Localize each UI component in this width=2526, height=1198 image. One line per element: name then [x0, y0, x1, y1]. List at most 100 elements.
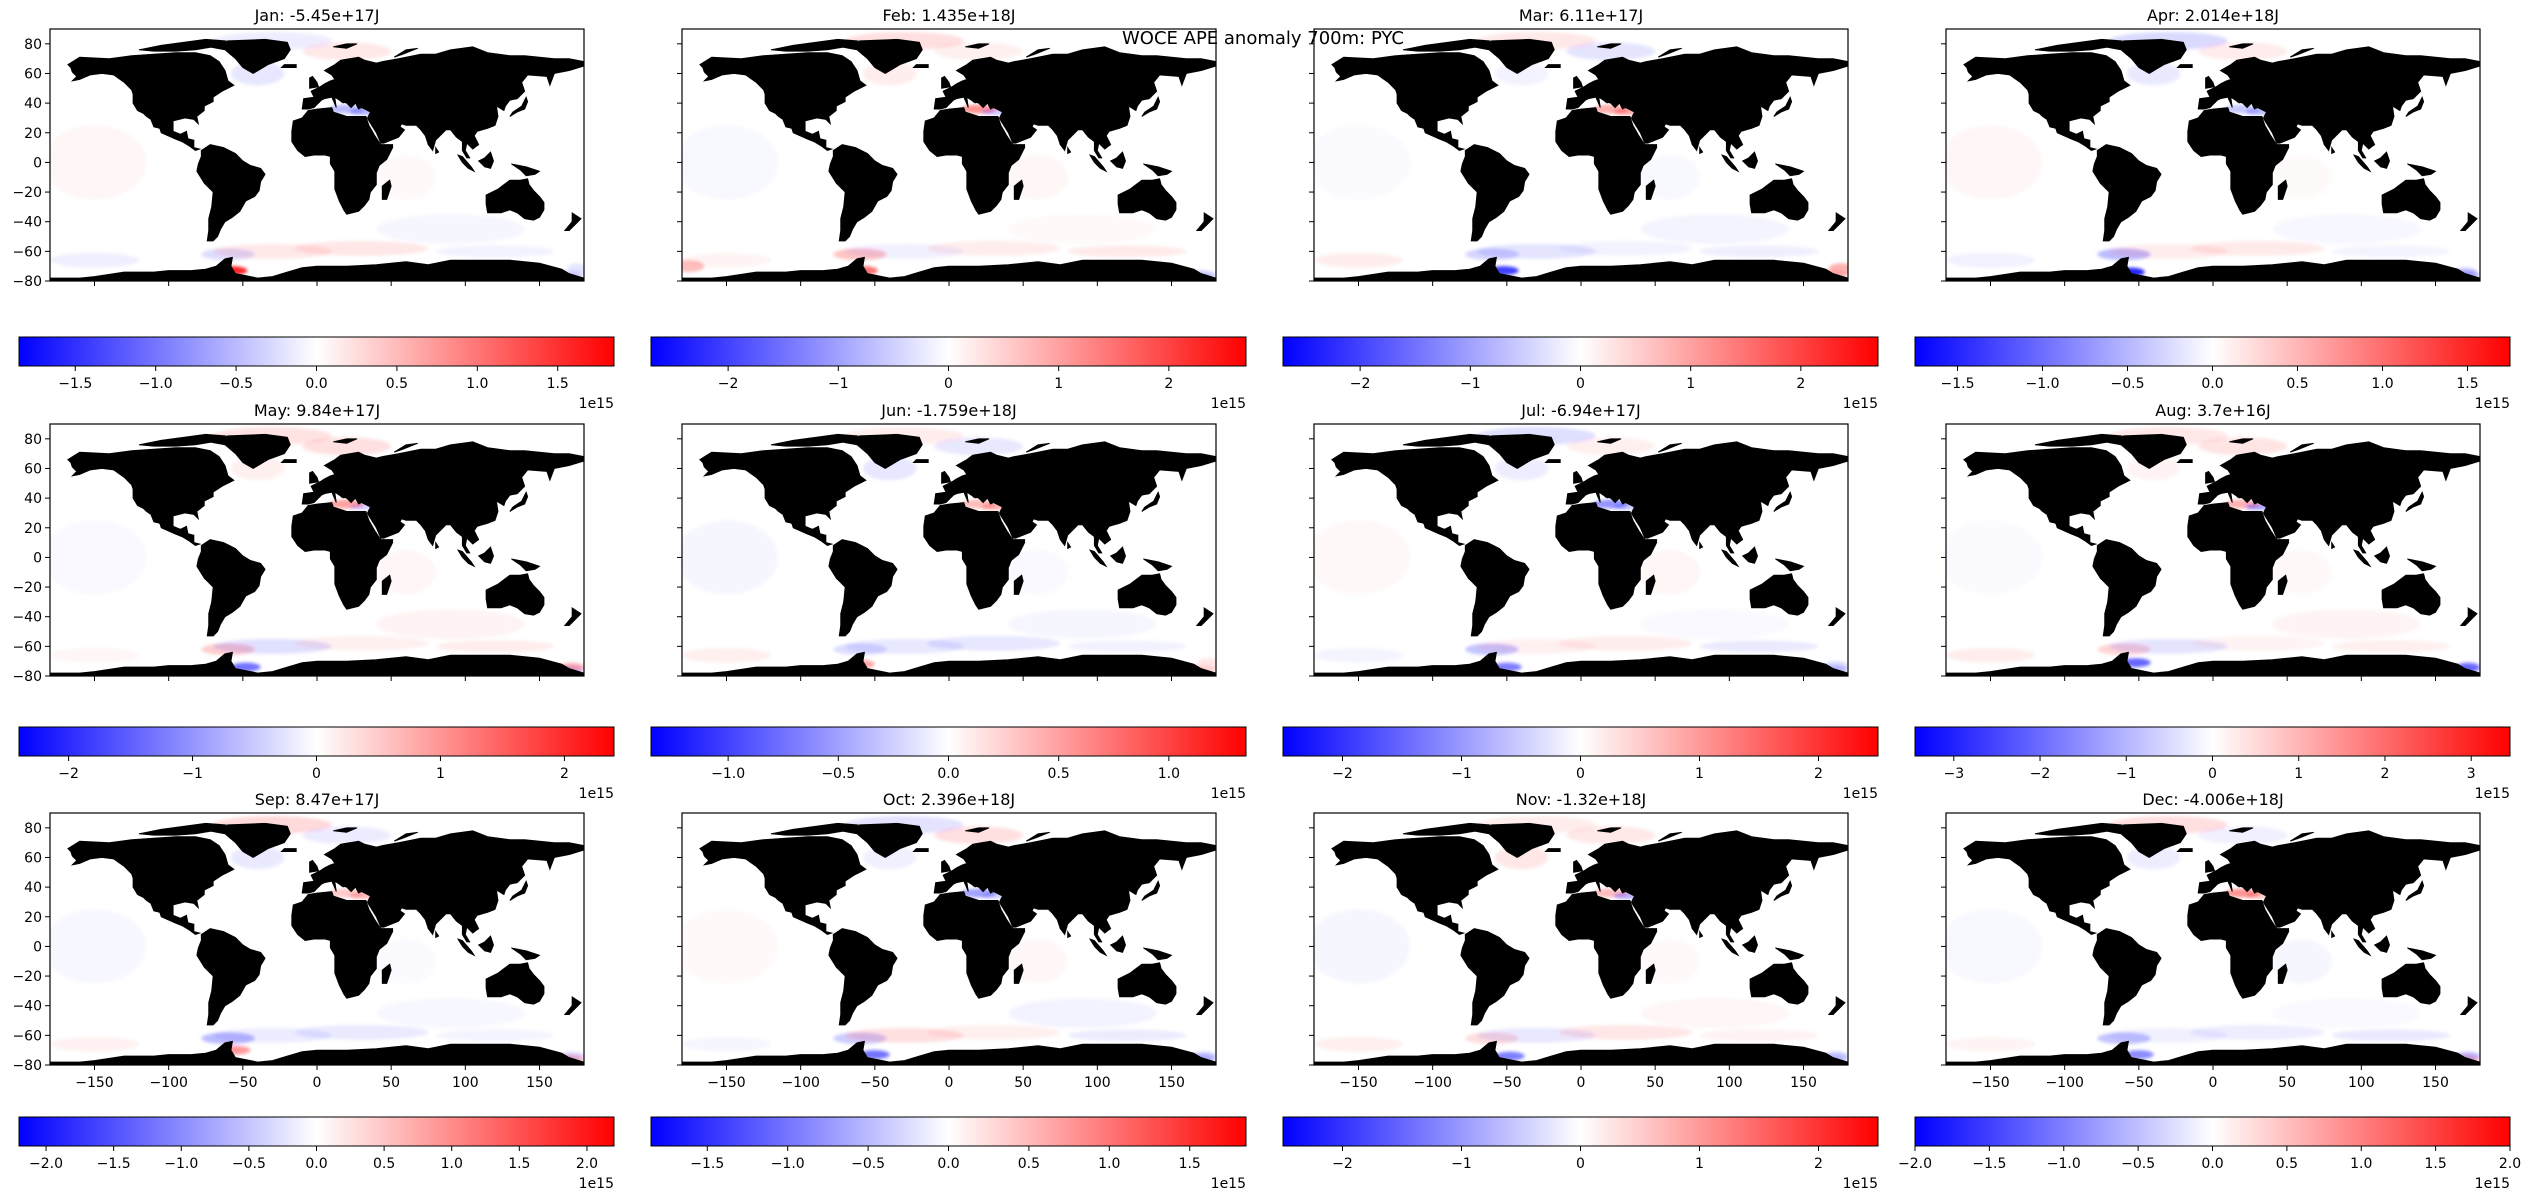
positive-anomaly — [926, 240, 1061, 256]
colorbar-tick-label: 0.5 — [2286, 376, 2308, 392]
x-tick-label: 0 — [945, 1075, 954, 1091]
anomaly-field — [43, 426, 584, 675]
colorbar-offset-label: 1e15 — [2475, 1176, 2510, 1192]
x-axis: −150 −100 −50 0 50 100 150 — [75, 1065, 553, 1091]
colorbar: −2.0 −1.5 −1.0 −0.5 0.0 0.5 1.0 1.5 2.0 1e15 — [18, 1116, 615, 1192]
negative-anomaly — [376, 214, 524, 244]
y-tick-label: −80 — [12, 274, 42, 290]
positive-anomaly — [1067, 245, 1187, 258]
x-tick-label: 100 — [2348, 1075, 2375, 1091]
colorbar-tick-label: −1.0 — [164, 1156, 198, 1172]
colorbar-tick-label: −1.0 — [771, 1156, 805, 1172]
colorbar-tick-label: −0.5 — [2111, 376, 2145, 392]
colorbar-tick-label: 0.0 — [305, 376, 327, 392]
colorbar-tick-label: 1.0 — [466, 376, 488, 392]
colorbar-tick-label: −1 — [2116, 766, 2137, 782]
x-axis — [94, 676, 540, 681]
colorbar-tick-label: −1 — [828, 376, 849, 392]
colorbar-tick-label: −0.5 — [232, 1156, 266, 1172]
colorbar-tick-label: 0.5 — [2276, 1156, 2298, 1172]
negative-anomaly — [2331, 1029, 2451, 1042]
colorbar-tick-label: 1 — [1686, 376, 1695, 392]
panel-title: Nov: -1.32e+18J — [1516, 790, 1647, 809]
y-tick-label: 80 — [24, 432, 42, 448]
y-tick-label: 20 — [24, 521, 42, 537]
y-axis: 80 60 40 20 0 −20 −40 −60 −80 — [12, 432, 50, 685]
x-tick-label: 150 — [1790, 1075, 1817, 1091]
x-axis — [1358, 676, 1804, 681]
negative-anomaly — [302, 826, 392, 845]
panel-title: Jun: -1.759e+18J — [880, 401, 1016, 420]
y-axis — [677, 827, 682, 1066]
y-tick-label: 40 — [24, 491, 42, 507]
map-area — [1946, 29, 2480, 281]
y-tick-label: −60 — [12, 1028, 42, 1044]
x-tick-label: −50 — [2124, 1075, 2154, 1091]
x-tick-label: 0 — [1577, 1075, 1586, 1091]
colorbar-tick-label: 0 — [2208, 766, 2217, 782]
colorbar-tick-label: 0 — [312, 766, 321, 782]
colorbar: −1.0 −0.5 0.0 0.5 1.0 1e15 — [650, 726, 1247, 802]
map-area — [1307, 813, 1848, 1065]
colorbar-tick-label: −1 — [1460, 376, 1481, 392]
map-area — [682, 424, 1216, 676]
positive-anomaly — [2190, 635, 2325, 651]
negative-anomaly — [1946, 252, 2035, 268]
colorbar-tick-label: 0 — [944, 376, 953, 392]
negative-anomaly — [2190, 1024, 2325, 1040]
colorbar-tick-label: −1.5 — [97, 1156, 131, 1172]
colorbar-gradient — [650, 726, 1247, 757]
map-panel: Aug: 3.7e+16J — [1939, 401, 2481, 681]
y-axis: 80 60 40 20 0 −20 −40 −60 −80 — [12, 37, 50, 290]
positive-anomaly — [675, 909, 779, 983]
x-tick-label: 50 — [2278, 1075, 2296, 1091]
colorbar-tick-label: 1.0 — [1158, 766, 1180, 782]
map-area — [1314, 29, 1848, 281]
colorbar-tick-label: −1.5 — [1941, 376, 1975, 392]
colorbar-tick-label: 1.5 — [2424, 1156, 2446, 1172]
colorbar-tick-label: −0.5 — [2121, 1156, 2155, 1172]
colorbar-tick-label: 0.0 — [937, 766, 959, 782]
y-tick-label: 80 — [24, 37, 42, 53]
x-axis — [1990, 281, 2436, 286]
positive-anomaly — [682, 647, 771, 663]
positive-anomaly — [2272, 609, 2421, 639]
x-tick-label: −150 — [75, 1075, 113, 1091]
figure-title: WOCE APE anomaly 700m: PYC — [1122, 28, 1404, 49]
x-axis — [726, 281, 1172, 286]
x-tick-label: −100 — [149, 1075, 187, 1091]
colorbar-tick-label: 0.0 — [937, 1156, 959, 1172]
colorbar-offset-label: 1e15 — [1843, 1176, 1878, 1192]
negative-anomaly — [1307, 909, 1411, 983]
colorbar-tick-label: −2 — [718, 376, 739, 392]
colorbar-tick-label: 1.5 — [508, 1156, 530, 1172]
colorbar-tick-label: −1.0 — [711, 766, 745, 782]
colorbar-tick-label: −3 — [1943, 766, 1964, 782]
negative-anomaly — [1939, 909, 2043, 983]
negative-anomaly — [43, 520, 147, 594]
y-axis — [1941, 827, 1946, 1066]
colorbar: −2.0 −1.5 −1.0 −0.5 0.0 0.5 1.0 1.5 2.0 1e15 — [1898, 1116, 2521, 1192]
colorbar-tick-label: 1 — [1695, 766, 1704, 782]
y-axis — [1309, 827, 1314, 1066]
colorbar-gradient — [1914, 726, 2511, 757]
x-tick-label: 100 — [1716, 1075, 1743, 1091]
positive-anomaly — [1314, 1036, 1403, 1052]
negative-anomaly — [1640, 609, 1788, 639]
positive-anomaly — [1699, 1029, 1819, 1042]
map-area — [1939, 813, 2480, 1065]
x-tick-label: 50 — [1014, 1075, 1032, 1091]
positive-anomaly — [294, 635, 429, 651]
negative-anomaly — [1939, 520, 2043, 594]
colorbar-gradient — [1282, 1116, 1879, 1147]
x-axis: −150 −100 −50 0 50 100 150 — [707, 1065, 1185, 1091]
y-tick-label: −40 — [12, 215, 42, 231]
positive-anomaly — [682, 260, 705, 273]
colorbar: −2 −1 0 1 2 1e15 — [18, 726, 615, 802]
negative-anomaly — [43, 909, 147, 983]
colorbar-tick-label: 0.0 — [2201, 376, 2223, 392]
colorbar-tick-label: −2.0 — [1898, 1156, 1932, 1172]
colorbar-offset-label: 1e15 — [579, 396, 614, 412]
colorbar-tick-label: 1 — [1695, 1156, 1704, 1172]
y-tick-label: 80 — [24, 821, 42, 837]
